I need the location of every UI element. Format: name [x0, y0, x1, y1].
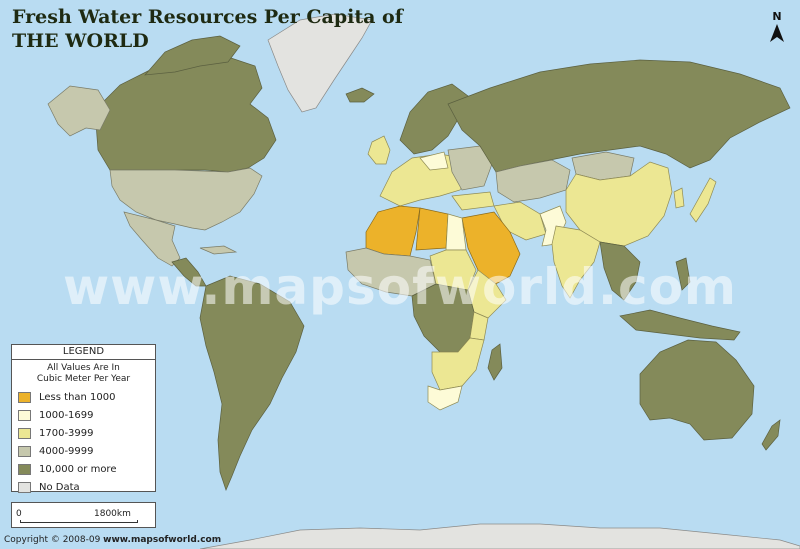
region-iceland [345, 87, 375, 103]
copyright-prefix: Copyright © 2008-09 [4, 535, 104, 545]
region-arctic-islands [144, 35, 241, 76]
region-alaska [47, 85, 111, 137]
legend-item: No Data [18, 478, 155, 496]
region-korea [673, 187, 685, 209]
region-caribbean [199, 245, 238, 255]
region-south-america [199, 275, 305, 491]
region-australia [639, 339, 755, 441]
legend-label: 1000-1699 [39, 409, 94, 421]
legend-label: Less than 1000 [39, 391, 116, 403]
region-indonesia [619, 309, 741, 341]
scale-end: 1800km [94, 509, 131, 519]
legend-swatch [18, 445, 31, 457]
scale-line [20, 520, 138, 523]
region-usa [109, 167, 263, 231]
legend-swatch [18, 481, 31, 493]
region-arabia [461, 211, 521, 287]
map-title-line2: THE WORLD [12, 30, 149, 52]
legend: LEGEND All Values Are In Cubic Meter Per… [11, 344, 156, 493]
map-title-line1: Fresh Water Resources Per Capita of [12, 6, 403, 28]
legend-item: Less than 1000 [18, 388, 155, 406]
legend-label: No Data [39, 481, 80, 493]
legend-note: All Values Are In Cubic Meter Per Year [12, 363, 155, 385]
legend-note-line1: All Values Are In [47, 363, 120, 373]
legend-swatch [18, 463, 31, 475]
region-south-africa [427, 385, 463, 411]
region-antarctica [199, 523, 800, 549]
legend-swatch [18, 427, 31, 439]
legend-label: 1700-3999 [39, 427, 94, 439]
region-greenland [267, 13, 373, 113]
legend-item: 1000-1699 [18, 406, 155, 424]
scale-bar: 0 1800km [11, 502, 156, 528]
north-arrow: N [766, 10, 788, 46]
copyright: Copyright © 2008-09 www.mapsofworld.com [4, 535, 221, 545]
region-north-africa-east [415, 207, 449, 251]
copyright-link[interactable]: www.mapsofworld.com [103, 535, 222, 545]
region-japan [689, 177, 717, 223]
legend-item: 4000-9999 [18, 442, 155, 460]
watermark: www.mapsofworld.com [62, 258, 738, 316]
legend-item: 1700-3999 [18, 424, 155, 442]
region-southeast-asia [599, 241, 641, 301]
legend-swatch [18, 409, 31, 421]
region-madagascar [487, 343, 503, 381]
legend-item: 10,000 or more [18, 460, 155, 478]
region-india [551, 225, 601, 299]
north-label: N [772, 10, 782, 23]
region-southern-africa [431, 337, 485, 391]
legend-label: 10,000 or more [39, 463, 117, 475]
region-new-zealand [761, 419, 781, 451]
legend-swatch [18, 391, 31, 403]
region-british-isles [367, 135, 391, 165]
north-arrow-icon [770, 24, 784, 42]
region-central-europe [419, 151, 449, 171]
region-philippines [675, 257, 691, 291]
legend-note-line2: Cubic Meter Per Year [36, 374, 131, 384]
legend-label: 4000-9999 [39, 445, 94, 457]
legend-heading: LEGEND [12, 345, 155, 360]
legend-items: Less than 1000 1000-1699 1700-3999 4000-… [12, 388, 155, 496]
scale-start: 0 [16, 509, 22, 519]
